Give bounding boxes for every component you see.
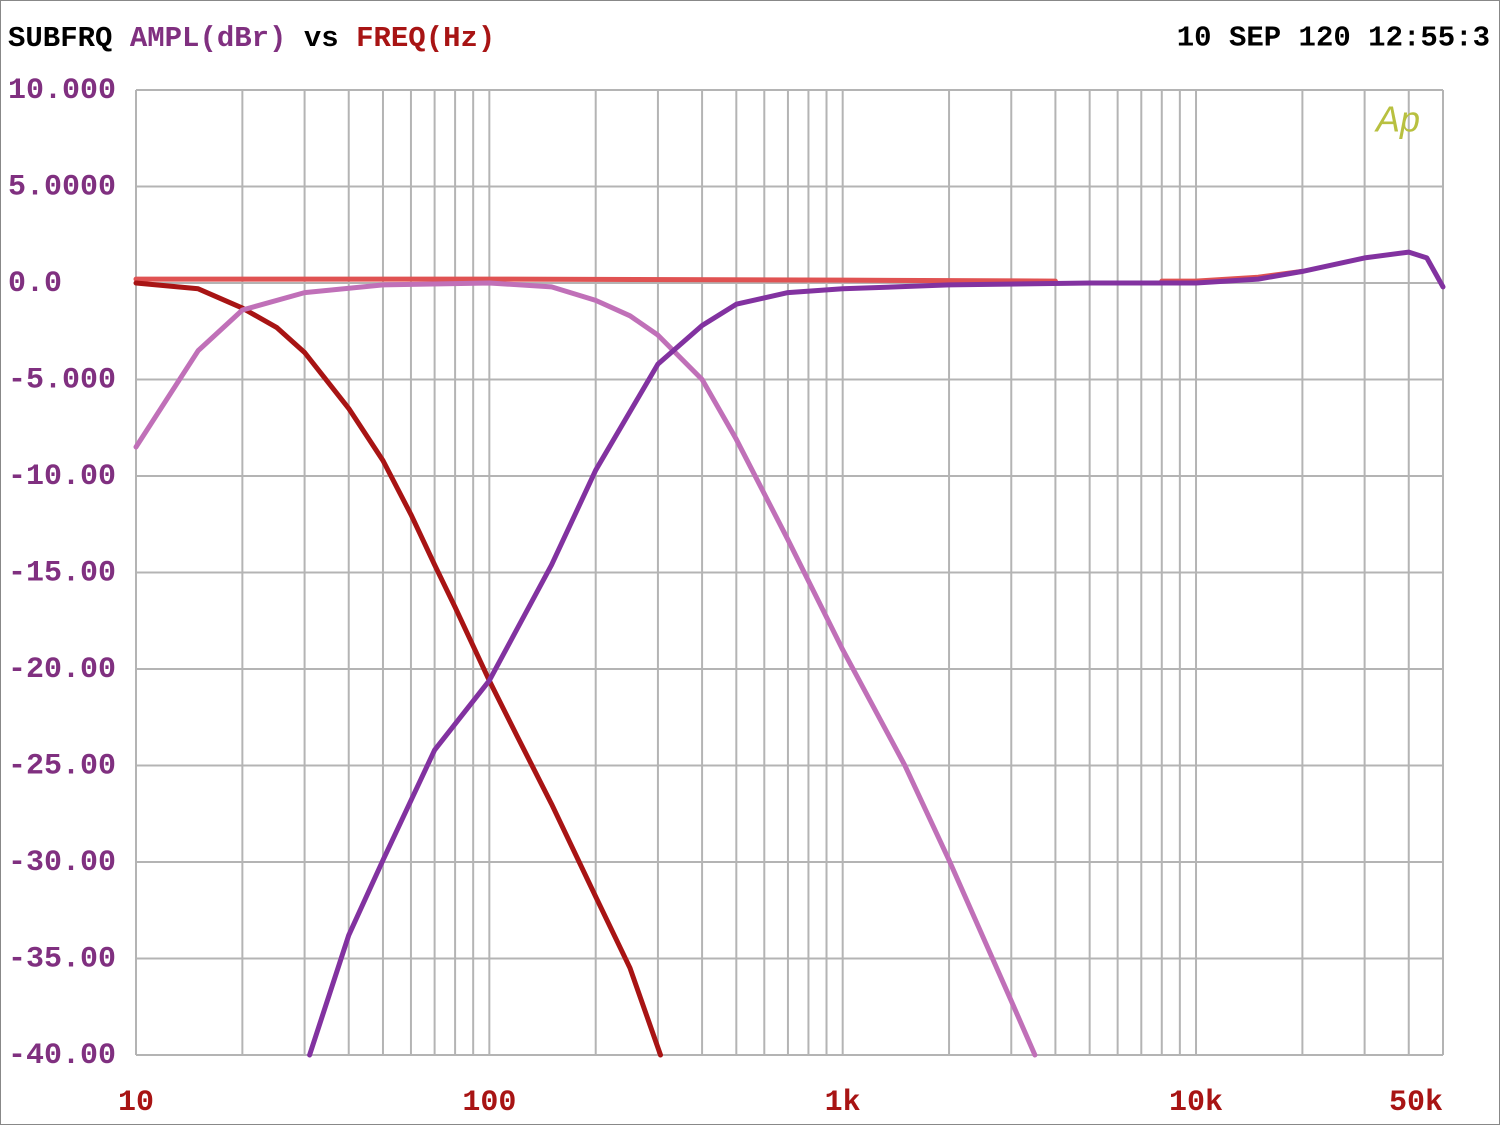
connector: vs xyxy=(304,22,339,55)
y-tick-label: 10.000 xyxy=(8,74,116,108)
grid xyxy=(135,89,1444,1056)
series-line xyxy=(307,249,1446,1058)
y-axis-label: AMPL(dBr) xyxy=(130,22,287,55)
title: SUBFRQ xyxy=(8,22,112,55)
y-tick-label: 0.0 xyxy=(8,267,62,301)
y-tick-label: -15.00 xyxy=(8,556,116,590)
y-tick-label: -5.000 xyxy=(8,363,116,397)
x-tick-label: 1k xyxy=(825,1086,861,1120)
x-tick-label: 10 xyxy=(118,1086,154,1120)
series-line xyxy=(133,280,663,1058)
y-tick-label: -10.00 xyxy=(8,460,116,494)
y-tick-label: -30.00 xyxy=(8,846,116,880)
y-tick-label: -40.00 xyxy=(8,1039,116,1073)
y-tick-label: -35.00 xyxy=(8,942,116,976)
y-tick-label: -25.00 xyxy=(8,749,116,783)
x-tick-label: 50k xyxy=(1389,1086,1443,1120)
logo: Ap xyxy=(1374,99,1420,140)
x-tick-label: 100 xyxy=(462,1086,516,1120)
x-tick-label: 10k xyxy=(1169,1086,1223,1120)
x-axis-label: FREQ(Hz) xyxy=(356,22,495,55)
axes: 10.000 5.0000 0.0 -5.000 -10.00 -15.00 -20.00 -… xyxy=(8,74,1443,1120)
y-tick-label: -20.00 xyxy=(8,653,116,687)
header: SUBFRQ AMPL(dBr) vs FREQ(Hz) xyxy=(8,22,495,55)
y-tick-label: 5.0000 xyxy=(8,170,116,204)
timestamp: 10 SEP 120 12:55:3 xyxy=(1177,22,1490,55)
plot xyxy=(133,249,1446,1058)
series-line xyxy=(133,280,1038,1058)
